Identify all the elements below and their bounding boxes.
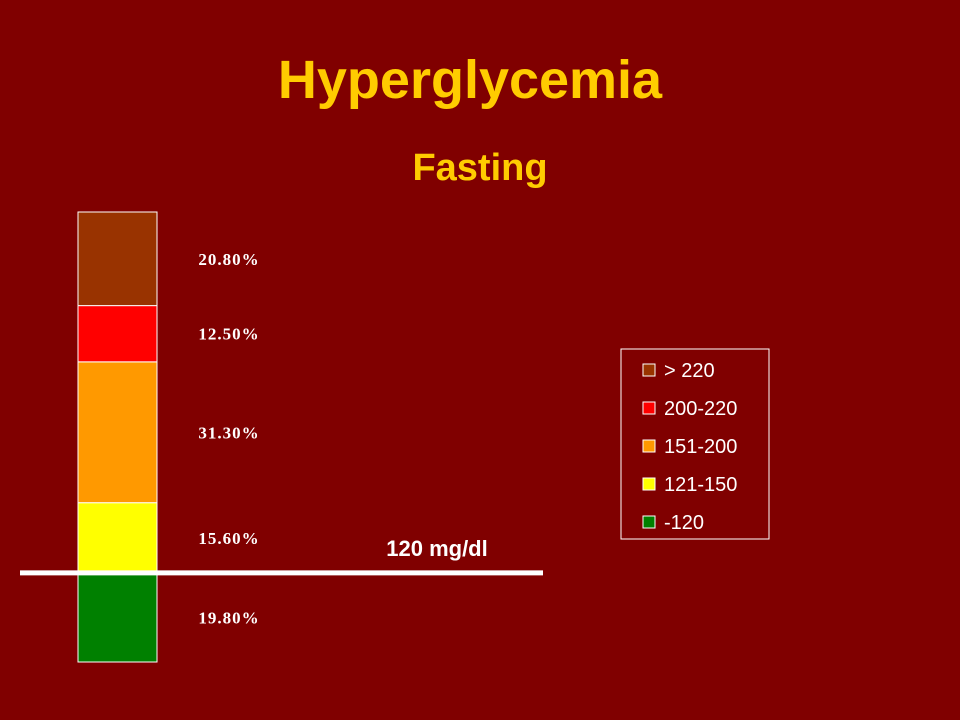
threshold-label: 120 mg/dl <box>386 536 487 561</box>
legend-entry: 121-150 <box>664 474 737 496</box>
segment-value-label: 31.30% <box>198 423 259 442</box>
bar-segment-5 <box>77 211 158 307</box>
legend-box <box>620 348 770 540</box>
legend-swatch <box>642 477 656 491</box>
legend-entry: 151-200 <box>664 436 737 458</box>
bar-segment-3 <box>77 361 158 504</box>
segment-value-label: 15.60% <box>198 529 259 548</box>
segment-value-label: 12.50% <box>198 325 259 344</box>
legend-swatch <box>642 515 656 529</box>
legend-entry: > 220 <box>664 360 715 382</box>
stacked-bar <box>77 211 158 663</box>
legend-swatch <box>642 363 656 377</box>
bar-segment-2 <box>77 502 158 574</box>
segment-value-label: 20.80% <box>198 250 259 269</box>
legend-entry: -120 <box>664 512 704 534</box>
threshold-marker: 120 mg/dl <box>20 536 543 576</box>
legend: > 220 200-220 151-200 121-150 -120 <box>620 348 770 540</box>
segment-labels: 19.80% 15.60% 31.30% 12.50% 20.80% <box>198 250 259 628</box>
chart-title: Hyperglycemia <box>277 50 663 110</box>
segment-value-label: 19.80% <box>198 608 259 627</box>
legend-swatch <box>642 401 656 415</box>
legend-entry: 200-220 <box>664 398 737 420</box>
chart-subtitle: Fasting <box>412 147 548 189</box>
legend-swatch <box>642 439 656 453</box>
bar-segment-4 <box>77 305 158 363</box>
bar-segment-1 <box>77 572 158 663</box>
